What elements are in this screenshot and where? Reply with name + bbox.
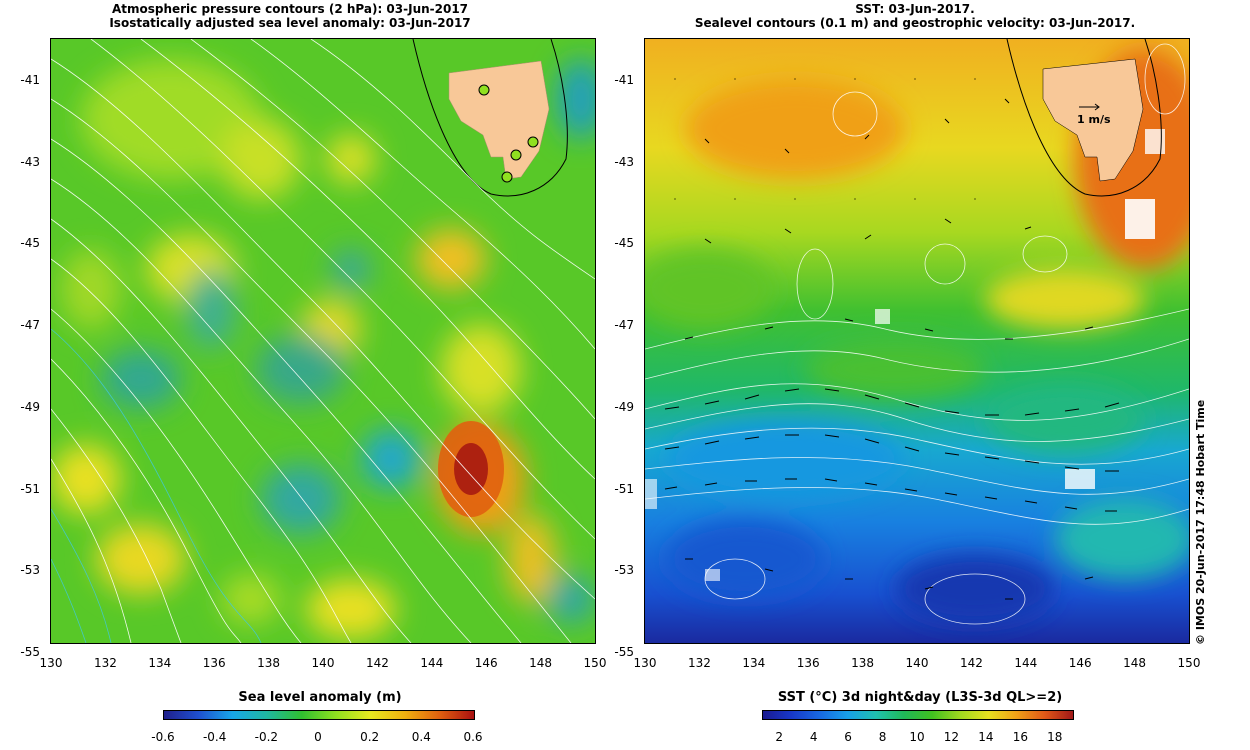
sla-colorbar: [163, 710, 475, 720]
right-title-line2: Sealevel contours (0.1 m) and geostrophi…: [694, 16, 1136, 30]
right-x-tick-label: 142: [959, 656, 983, 670]
sst-field: [645, 39, 1189, 643]
right-y-tick-label: -45: [614, 236, 634, 251]
sla-colorbar-label: -0.2: [254, 730, 279, 744]
sst-map[interactable]: 1 m/s: [644, 38, 1190, 644]
sst-colorbar-label: 14: [978, 730, 994, 744]
left-x-tick-label: 148: [529, 656, 553, 670]
sla-colorbar-label: 0.6: [463, 730, 483, 744]
left-x-tick-label: 146: [474, 656, 498, 670]
cloud-gaps: [645, 129, 1165, 581]
right-x-tick-label: 150: [1177, 656, 1201, 670]
left-title-line2: Isostatically adjusted sea level anomaly…: [109, 16, 471, 30]
right-y-tick-label: -55: [614, 644, 634, 659]
sea-level-anomaly-field: [51, 39, 595, 643]
left-y-tick-label: -47: [20, 318, 40, 333]
left-y-tick-label: -55: [20, 644, 40, 659]
left-y-tick-label: -43: [20, 154, 40, 169]
sst-colorbar-title: SST (°C) 3d night&day (L3S-3d QL>=2): [777, 690, 1063, 705]
left-y-tick-label: -53: [20, 563, 40, 578]
left-x-tick-label: 140: [311, 656, 335, 670]
left-x-tick-label: 134: [148, 656, 172, 670]
velocity-scale-arrow: [1079, 103, 1100, 111]
sst-colorbar-label: 8: [878, 730, 887, 744]
sst-colorbar-label: 2: [775, 730, 784, 744]
left-x-tick-label: 150: [583, 656, 607, 670]
left-y-tick-label: -41: [20, 73, 40, 87]
left-x-tick-label: 138: [257, 656, 281, 670]
right-x-tick-label: 144: [1014, 656, 1038, 670]
left-x-tick-label: 132: [93, 656, 117, 670]
sla-colorbar-label: -0.6: [151, 730, 175, 744]
sst-colorbar: [762, 710, 1074, 720]
sst-colorbar-label: 4: [809, 730, 818, 744]
right-x-tick-label: 138: [851, 656, 875, 670]
right-x-tick-label: 132: [687, 656, 711, 670]
right-x-tick-label: 134: [742, 656, 766, 670]
sst-colorbar-label: 6: [844, 730, 852, 744]
grid-dots: [674, 78, 976, 200]
right-y-tick-label: -41: [614, 73, 634, 87]
left-x-tick-label: 130: [39, 656, 63, 670]
velocity-scale-label: 1 m/s: [1077, 113, 1111, 126]
sla-colorbar-label: 0.4: [411, 730, 431, 744]
sealevel-contours: [645, 43, 1189, 625]
imos-credit: © IMOS 20-Jun-2017 17:48 Hobart Time: [1194, 399, 1207, 645]
left-x-tick-label: 142: [365, 656, 389, 670]
tasmania-land: [1042, 58, 1144, 182]
right-x-tick-label: 130: [633, 656, 657, 670]
sst-colorbar-label: 10: [909, 730, 925, 744]
sst-colorbar-label: 18: [1047, 730, 1063, 744]
right-x-tick-label: 140: [905, 656, 929, 670]
right-x-tick-label: 148: [1123, 656, 1147, 670]
sla-colorbar-label: 0.2: [360, 730, 380, 744]
left-x-tick-label: 144: [420, 656, 444, 670]
sla-colorbar-label: 0: [314, 730, 322, 744]
station-marker: [501, 171, 513, 183]
station-marker: [478, 84, 490, 96]
right-y-tick-label: -53: [614, 563, 634, 578]
right-x-tick-label: 136: [796, 656, 820, 670]
station-marker: [527, 136, 539, 148]
left-y-tick-label: -51: [20, 481, 40, 496]
left-y-tick-label: -45: [20, 236, 40, 251]
station-marker: [510, 149, 522, 161]
pressure-contours: [51, 39, 595, 643]
left-title-line1: Atmospheric pressure contours (2 hPa): 0…: [111, 2, 469, 16]
left-y-tick-label: -49: [20, 399, 40, 414]
sla-colorbar-title: Sea level anomaly (m): [238, 690, 402, 705]
tasmania-land: [448, 60, 550, 180]
right-y-tick-label: -51: [614, 481, 634, 496]
right-y-tick-label: -47: [614, 318, 634, 333]
sst-colorbar-label: 16: [1012, 730, 1028, 744]
right-x-tick-label: 146: [1068, 656, 1092, 670]
sea-level-anomaly-map[interactable]: [50, 38, 596, 644]
velocity-arrows: [664, 98, 1120, 600]
right-y-tick-label: -49: [614, 399, 634, 414]
right-title-line1: SST: 03-Jun-2017.: [855, 2, 975, 16]
sst-colorbar-label: 12: [943, 730, 960, 744]
right-y-tick-label: -43: [614, 154, 634, 169]
left-x-tick-label: 136: [202, 656, 226, 670]
sla-colorbar-label: -0.4: [202, 730, 227, 744]
